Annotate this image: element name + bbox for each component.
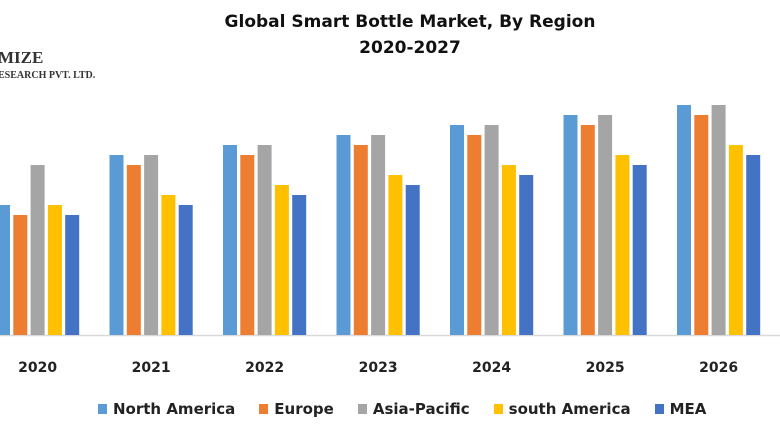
bar-europe-2026	[694, 115, 709, 335]
x-tick-label: 2026	[699, 360, 738, 376]
bar-north-america-2026	[677, 105, 691, 335]
bar-europe-2024	[467, 135, 482, 335]
legend-item: MEA	[654, 400, 707, 418]
legend-label: Asia-Pacific	[372, 400, 470, 418]
bar-south-america-2025	[615, 155, 630, 335]
x-tick-label: 2020	[18, 360, 57, 376]
legend-swatch	[259, 404, 269, 414]
bar-south-america-2026	[728, 145, 743, 335]
bar-europe-2021	[126, 165, 141, 335]
x-tick-label: 2021	[132, 360, 171, 376]
bar-europe-2023	[353, 145, 368, 335]
bar-north-america-2023	[336, 135, 351, 335]
legend: North America Europe Asia-Pacific south Ame…	[98, 400, 730, 418]
bar-south-america-2024	[501, 165, 516, 335]
legend-swatch	[654, 404, 664, 414]
bar-asia-pacific-2020	[30, 165, 45, 335]
legend-swatch	[98, 404, 107, 414]
logo-text-main: MIZE	[0, 48, 44, 67]
legend-label: south America	[508, 400, 631, 418]
x-tick-label: 2024	[472, 360, 511, 376]
legend-item: North America	[98, 400, 235, 418]
bar-north-america-2020	[0, 205, 10, 335]
chart-title: Global Smart Bottle Market, By Region	[224, 12, 596, 32]
legend-swatch	[357, 404, 367, 414]
bar-south-america-2023	[388, 175, 403, 335]
bar-asia-pacific-2022	[257, 145, 272, 335]
legend-label: MEA	[669, 400, 707, 418]
bar-mea-2021	[178, 205, 193, 335]
bar-asia-pacific-2026	[711, 105, 726, 335]
bar-europe-2022	[240, 155, 255, 335]
bar-south-america-2020	[47, 205, 62, 335]
legend-item: south America	[493, 400, 631, 418]
bar-asia-pacific-2021	[144, 155, 159, 335]
bar-asia-pacific-2023	[371, 135, 386, 335]
bar-north-america-2022	[223, 145, 237, 335]
bar-mea-2026	[746, 155, 761, 335]
bar-north-america-2021	[109, 155, 124, 335]
bar-asia-pacific-2024	[484, 125, 499, 335]
x-tick-label: 2022	[245, 360, 284, 376]
bar-north-america-2024	[450, 125, 464, 335]
legend-item: Asia-Pacific	[357, 400, 470, 418]
bar-south-america-2022	[274, 185, 289, 335]
bar-mea-2020	[65, 215, 80, 335]
bar-europe-2020	[13, 215, 28, 335]
legend-item: Europe	[259, 400, 334, 418]
chart-subtitle: 2020-2027	[359, 38, 461, 58]
legend-label: North America	[113, 400, 236, 418]
bar-mea-2022	[292, 195, 307, 335]
bar-europe-2025	[580, 125, 595, 335]
bar-mea-2024	[519, 175, 534, 335]
x-tick-label: 2025	[586, 360, 625, 376]
bar-asia-pacific-2025	[598, 115, 613, 335]
bar-mea-2023	[405, 185, 420, 335]
bar-south-america-2021	[161, 195, 176, 335]
legend-label: Europe	[274, 400, 334, 418]
bar-north-america-2025	[563, 115, 578, 335]
x-tick-label: 2023	[359, 360, 398, 376]
legend-swatch	[493, 404, 503, 414]
bar-mea-2025	[632, 165, 647, 335]
logo-text-sub: ESEARCH PVT. LTD.	[0, 70, 96, 81]
